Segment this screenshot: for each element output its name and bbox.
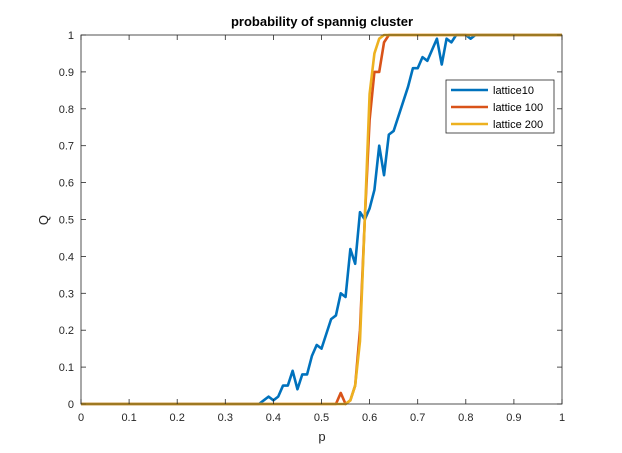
y-tick-label: 0.1 [59,362,74,374]
x-tick-label: 0.9 [506,412,521,424]
x-tick-label: 0.7 [410,412,425,424]
y-tick-label: 0.7 [59,141,74,153]
x-tick-label: 0.6 [362,412,377,424]
legend-label-1: lattice 100 [493,102,543,114]
y-tick-label: 0.2 [59,325,74,337]
x-tick-label: 0.1 [121,412,136,424]
y-axis-label: Q [36,215,51,225]
x-tick-label: 0.2 [170,412,185,424]
y-tick-label: 0.9 [59,67,74,79]
x-tick-label: 0.3 [218,412,233,424]
y-tick-label: 0.8 [59,104,74,116]
x-tick-label: 0.5 [314,412,329,424]
y-tick-label: 0.6 [59,178,74,190]
y-axis: 0 0.1 0.2 0.3 0.4 0.5 0.6 0.7 0.8 0.9 1 [59,30,562,411]
legend-label-0: lattice10 [493,85,534,97]
y-tick-label: 0 [68,399,74,411]
x-tick-label: 0.4 [266,412,281,424]
y-tick-label: 1 [68,30,74,42]
y-tick-label: 0.3 [59,288,74,300]
x-tick-label: 0 [78,412,84,424]
x-tick-label: 1 [559,412,565,424]
chart-title: probability of spannig cluster [231,14,413,29]
y-tick-label: 0.4 [59,251,74,263]
x-axis: 0 0.1 0.2 0.3 0.4 0.5 0.6 0.7 0.8 0.9 1 [78,35,565,424]
x-axis-label: p [318,429,325,444]
legend-label-2: lattice 200 [493,119,543,131]
x-tick-label: 0.8 [458,412,473,424]
series-line-0 [81,33,562,406]
legend: lattice10 lattice 100 lattice 200 [445,79,555,134]
y-tick-label: 0.5 [59,215,74,227]
